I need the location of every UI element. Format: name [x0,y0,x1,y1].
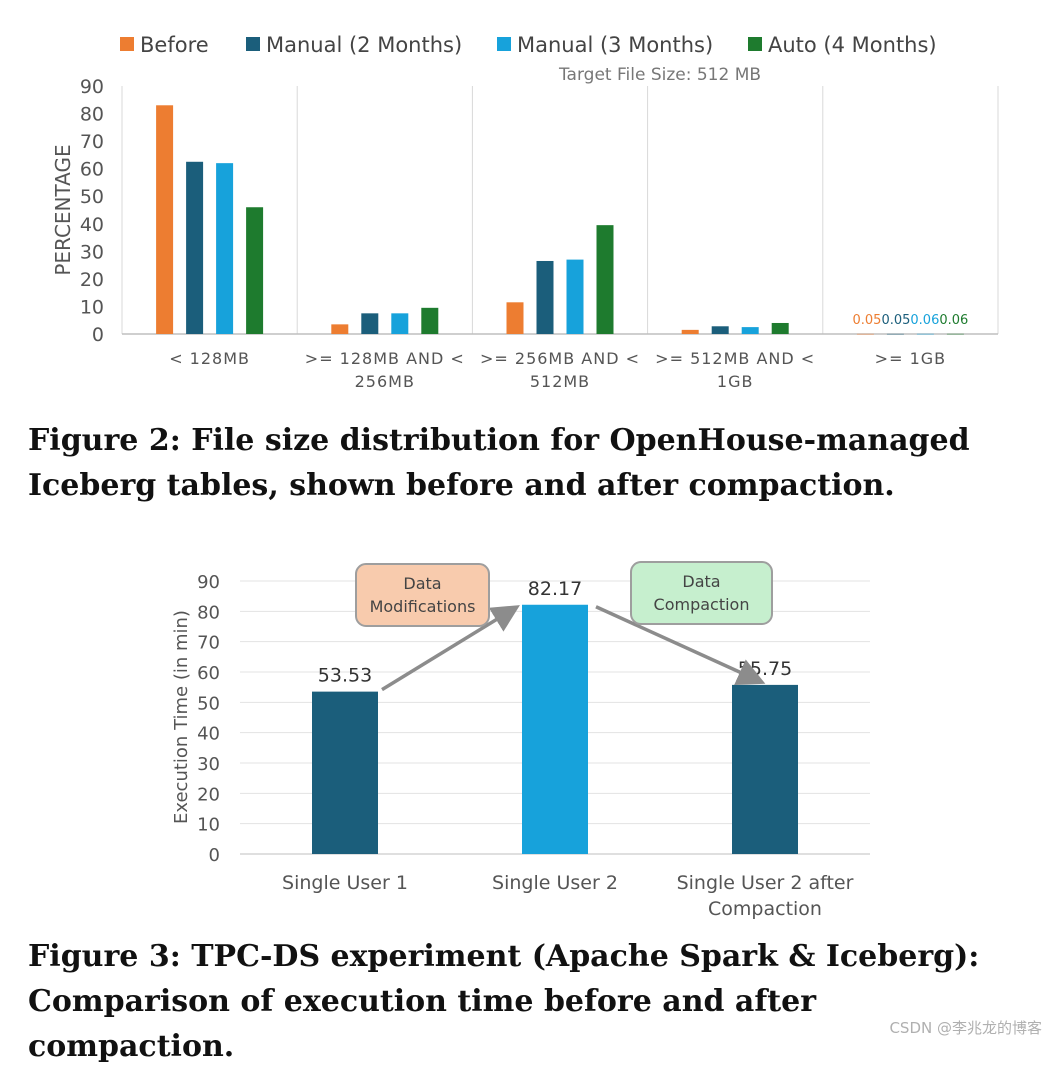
callout-text: Compaction [654,595,750,614]
data-label: 53.53 [318,665,372,687]
bar [741,327,759,334]
data-label-value: 0.05 [881,313,910,328]
y-axis-title: PERCENTAGE [51,144,75,275]
y-tick-label: 70 [80,131,104,153]
y-tick-label: 80 [197,602,220,623]
callout-text: Data [682,572,720,591]
bar [361,313,379,334]
legend-swatch [497,37,511,51]
watermark: CSDN @李兆龙的博客 [889,1019,1042,1037]
callout-text: Modifications [370,597,476,616]
bar [856,333,874,335]
chart-title: Target File Size: 512 MB [558,65,761,85]
bar [331,324,349,334]
category-label: >= 512MB AND < [655,349,815,368]
category-label: 512MB [530,372,590,391]
legend-label: Before [140,33,209,57]
y-tick-label: 10 [197,815,220,836]
bar [421,307,439,334]
y-tick-label: 30 [197,754,220,775]
bar [522,604,588,854]
bar [596,225,614,334]
bar [886,333,904,335]
y-tick-label: 70 [197,633,220,654]
y-tick-label: 30 [80,241,104,263]
bar [506,302,524,334]
y-tick-label: 0 [92,324,104,346]
figure-3-caption: Figure 3: TPC-DS experiment (Apache Spar… [28,939,980,1064]
bar [156,105,174,335]
category-label: >= 1GB [875,349,946,368]
y-tick-label: 40 [80,214,104,236]
legend-label: Manual (2 Months) [266,33,462,57]
file-size-chart: Before Manual (2 Months) Manual (3 Months)… [51,33,999,391]
legend-swatch [748,37,762,51]
decrease-arrow [595,605,766,685]
bar [681,329,699,334]
legend-swatch [246,37,260,51]
y-tick-label: 50 [197,693,220,714]
bar [246,207,264,334]
bar [566,259,584,334]
data-label-value: 0.06 [910,313,939,328]
y-tick-label: 60 [80,159,104,181]
bar [216,163,234,334]
bar [536,260,554,334]
callout-box [630,561,773,625]
y-tick-label: 90 [80,76,104,98]
y-tick-label: 40 [197,724,220,745]
category-label: 256MB [355,372,415,391]
y-tick-label: 60 [197,663,220,684]
category-label: Single User 2 after [677,872,854,894]
data-label: 0.050.050.060.06 [852,313,968,328]
bar [946,333,964,335]
legend-label: Auto (4 Months) [768,33,937,57]
y-tick-label: 10 [80,296,104,318]
y-tick-label: 50 [80,186,104,208]
category-label: >= 256MB AND < [480,349,640,368]
bar [391,313,409,334]
figure-2-caption: Figure 2: File size distribution for Ope… [28,423,970,503]
y-tick-label: 0 [209,845,220,866]
legend-label: Manual (3 Months) [517,33,713,57]
y-axis-title: Execution Time (in min) [171,610,192,824]
data-label-value: 0.06 [939,313,968,328]
bar [771,322,789,334]
legend-swatch [120,37,134,51]
callout-text: Data [403,574,441,593]
data-label-value: 0.05 [852,313,881,328]
bar [186,161,204,334]
category-label: < 128MB [169,349,250,368]
y-tick-label: 80 [80,104,104,126]
bar [711,326,729,334]
y-tick-label: 20 [197,784,220,805]
y-tick-label: 20 [80,269,104,291]
bar [312,691,378,854]
category-label: Compaction [708,898,822,920]
y-tick-label: 90 [197,572,220,593]
category-label: Single User 2 [492,872,618,894]
increase-arrow [381,605,520,692]
category-label: >= 128MB AND < [305,349,465,368]
category-label: 1GB [717,372,754,391]
bar [732,684,798,854]
bar [916,333,934,335]
callout-box [355,563,490,627]
category-label: Single User 1 [282,872,408,894]
data-label: 82.17 [528,578,582,600]
